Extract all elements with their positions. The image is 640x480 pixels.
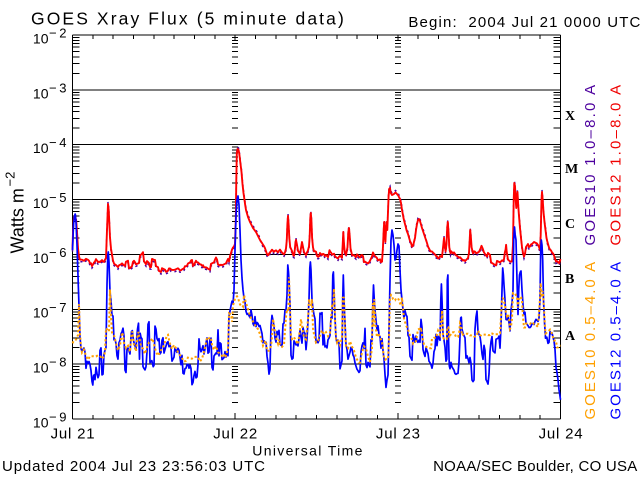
svg-text:−2: −2 xyxy=(3,172,18,187)
svg-text:GOES12 1.0–8.0 A: GOES12 1.0–8.0 A xyxy=(608,83,625,246)
svg-text:GOES10 1.0–8.0 A: GOES10 1.0–8.0 A xyxy=(582,83,599,246)
svg-text:Universal Time: Universal Time xyxy=(252,443,363,459)
svg-text:Updated 2004 Jul 23 23:56:03 U: Updated 2004 Jul 23 23:56:03 UTC xyxy=(2,458,266,475)
svg-text:−5: −5 xyxy=(49,190,69,205)
svg-text:−6: −6 xyxy=(49,245,69,260)
svg-text:−2: −2 xyxy=(49,26,69,41)
svg-text:−8: −8 xyxy=(49,355,69,370)
svg-text:Jul 21: Jul 21 xyxy=(51,426,96,443)
svg-text:GOES12 0.5–4.0 A: GOES12 0.5–4.0 A xyxy=(608,260,625,420)
svg-text:C: C xyxy=(565,217,575,232)
svg-text:NOAA/SEC Boulder, CO USA: NOAA/SEC Boulder, CO USA xyxy=(433,458,637,475)
svg-text:10: 10 xyxy=(33,30,49,46)
svg-text:10: 10 xyxy=(33,140,49,156)
svg-text:10: 10 xyxy=(33,360,49,376)
svg-text:−9: −9 xyxy=(49,410,69,425)
svg-text:Jul 23: Jul 23 xyxy=(376,426,421,443)
svg-text:M: M xyxy=(565,162,578,177)
svg-text:A: A xyxy=(565,329,576,344)
svg-text:GOES10 0.5–4.0 A: GOES10 0.5–4.0 A xyxy=(582,260,599,420)
svg-text:10: 10 xyxy=(33,85,49,101)
svg-text:Begin: 2004 Jul 21 0000 UTC: Begin: 2004 Jul 21 0000 UTC xyxy=(408,14,640,31)
svg-text:B: B xyxy=(565,272,574,287)
svg-text:X: X xyxy=(565,109,575,124)
svg-text:Jul 22: Jul 22 xyxy=(213,426,258,443)
svg-text:Watts m: Watts m xyxy=(8,188,28,253)
svg-text:10: 10 xyxy=(33,305,49,321)
svg-text:−3: −3 xyxy=(49,80,69,95)
svg-text:Jul 24: Jul 24 xyxy=(539,426,584,443)
svg-text:−4: −4 xyxy=(49,135,69,150)
svg-text:10: 10 xyxy=(33,195,49,211)
svg-text:−7: −7 xyxy=(49,300,69,315)
svg-text:GOES Xray Flux (5 minute data): GOES Xray Flux (5 minute data) xyxy=(31,9,346,29)
svg-text:10: 10 xyxy=(33,250,49,266)
svg-text:10: 10 xyxy=(33,414,49,430)
